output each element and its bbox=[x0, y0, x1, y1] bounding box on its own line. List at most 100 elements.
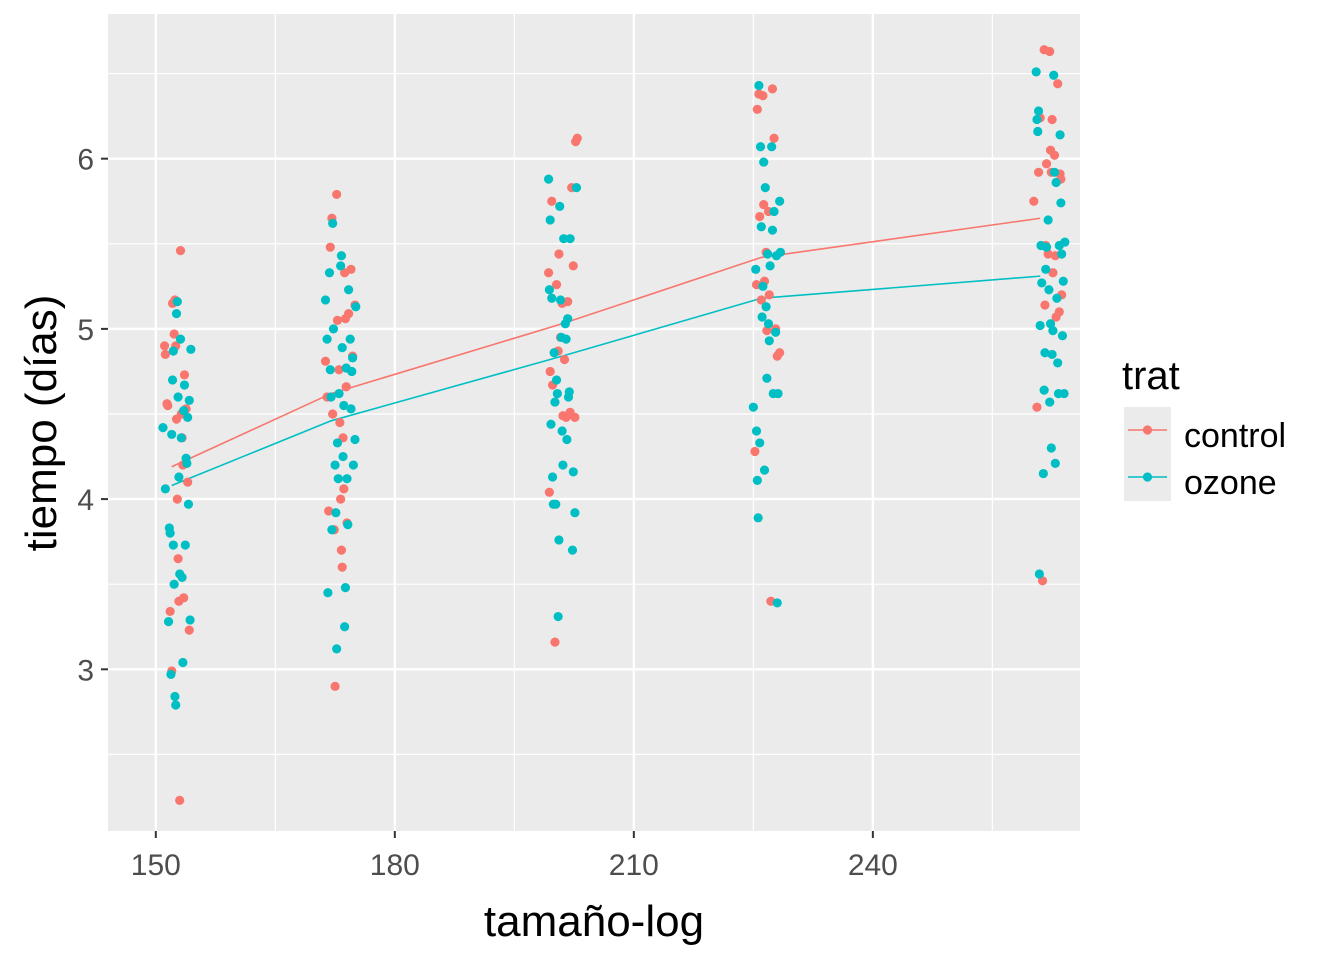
point-ozone bbox=[1041, 264, 1051, 274]
point-ozone bbox=[348, 460, 358, 470]
data-points bbox=[158, 45, 1070, 805]
point-control bbox=[325, 242, 335, 252]
point-control bbox=[339, 484, 349, 494]
point-control bbox=[1049, 150, 1060, 160]
point-ozone bbox=[563, 314, 573, 324]
legend-key-control bbox=[1128, 425, 1167, 435]
point-ozone bbox=[1059, 388, 1069, 399]
point-control bbox=[758, 91, 768, 101]
point-control bbox=[335, 417, 345, 428]
point-ozone bbox=[571, 183, 582, 193]
point-ozone bbox=[331, 508, 341, 518]
point-ozone bbox=[775, 247, 786, 257]
point-ozone bbox=[564, 387, 574, 397]
y-tick-label: 5 bbox=[77, 314, 94, 347]
point-ozone bbox=[165, 528, 175, 538]
point-ozone bbox=[1045, 397, 1055, 407]
y-tick-label: 6 bbox=[77, 144, 94, 177]
point-ozone bbox=[772, 598, 782, 608]
point-ozone bbox=[1037, 278, 1047, 288]
point-ozone bbox=[759, 157, 769, 167]
point-ozone bbox=[762, 373, 772, 383]
point-control bbox=[328, 409, 338, 419]
point-control bbox=[775, 348, 785, 358]
point-ozone bbox=[160, 484, 170, 494]
point-ozone bbox=[570, 508, 580, 518]
point-control bbox=[568, 261, 578, 271]
point-control bbox=[179, 370, 190, 380]
point-ozone bbox=[1031, 67, 1041, 77]
point-control bbox=[1032, 402, 1042, 412]
point-control bbox=[1033, 167, 1044, 177]
point-ozone bbox=[177, 572, 187, 582]
point-ozone bbox=[764, 336, 774, 346]
point-ozone bbox=[339, 400, 349, 411]
point-ozone bbox=[1049, 70, 1059, 80]
point-ozone bbox=[338, 451, 348, 462]
point-ozone bbox=[351, 302, 361, 312]
point-ozone bbox=[561, 334, 571, 344]
point-control bbox=[336, 494, 346, 504]
point-ozone bbox=[758, 281, 768, 291]
point-control bbox=[183, 477, 193, 487]
point-ozone bbox=[550, 397, 560, 407]
x-tick-label: 210 bbox=[609, 849, 659, 882]
point-ozone bbox=[751, 264, 761, 274]
point-ozone bbox=[334, 388, 344, 399]
legend: trat control ozone bbox=[1122, 354, 1286, 502]
legend-point-control bbox=[1142, 425, 1153, 435]
point-ozone bbox=[549, 348, 559, 358]
point-ozone bbox=[323, 588, 333, 598]
point-ozone bbox=[325, 365, 335, 375]
point-ozone bbox=[1040, 348, 1050, 358]
point-ozone bbox=[1032, 114, 1042, 125]
point-control bbox=[320, 356, 331, 366]
point-ozone bbox=[767, 142, 777, 152]
point-ozone bbox=[324, 268, 335, 278]
x-tick-label: 240 bbox=[848, 849, 898, 882]
point-control bbox=[755, 211, 765, 222]
point-control bbox=[330, 681, 340, 691]
point-ozone bbox=[565, 234, 575, 244]
x-axis: 150 180 210 240 bbox=[131, 831, 898, 882]
point-control bbox=[572, 133, 582, 143]
point-ozone bbox=[1049, 167, 1060, 177]
point-ozone bbox=[545, 215, 555, 225]
point-control bbox=[1048, 268, 1058, 278]
point-ozone bbox=[546, 419, 556, 429]
point-ozone bbox=[332, 438, 343, 448]
point-control bbox=[332, 189, 342, 200]
point-ozone bbox=[763, 249, 773, 259]
point-ozone bbox=[1055, 130, 1065, 140]
point-control bbox=[346, 264, 356, 274]
point-ozone bbox=[1039, 385, 1049, 395]
point-ozone bbox=[183, 499, 194, 509]
point-ozone bbox=[775, 196, 785, 206]
point-ozone bbox=[345, 334, 355, 344]
point-ozone bbox=[773, 388, 783, 399]
point-control bbox=[769, 133, 779, 143]
point-control bbox=[1040, 300, 1050, 310]
point-ozone bbox=[340, 622, 350, 632]
point-ozone bbox=[180, 540, 190, 550]
legend-key-ozone bbox=[1128, 472, 1167, 482]
point-ozone bbox=[320, 295, 331, 305]
point-ozone bbox=[167, 375, 178, 385]
point-ozone bbox=[169, 579, 179, 589]
point-ozone bbox=[1058, 276, 1068, 286]
point-ozone bbox=[554, 535, 564, 545]
point-control bbox=[1041, 159, 1052, 169]
point-ozone bbox=[327, 525, 337, 535]
point-ozone bbox=[1053, 358, 1063, 368]
point-control bbox=[159, 341, 170, 351]
point-ozone bbox=[767, 225, 778, 235]
point-control bbox=[163, 400, 173, 411]
point-ozone bbox=[171, 700, 181, 710]
point-control bbox=[543, 268, 554, 278]
point-ozone bbox=[1052, 293, 1062, 303]
point-ozone bbox=[166, 669, 176, 680]
grid-major bbox=[108, 14, 1080, 831]
point-control bbox=[344, 308, 354, 319]
point-ozone bbox=[322, 334, 332, 344]
point-control bbox=[570, 412, 580, 422]
